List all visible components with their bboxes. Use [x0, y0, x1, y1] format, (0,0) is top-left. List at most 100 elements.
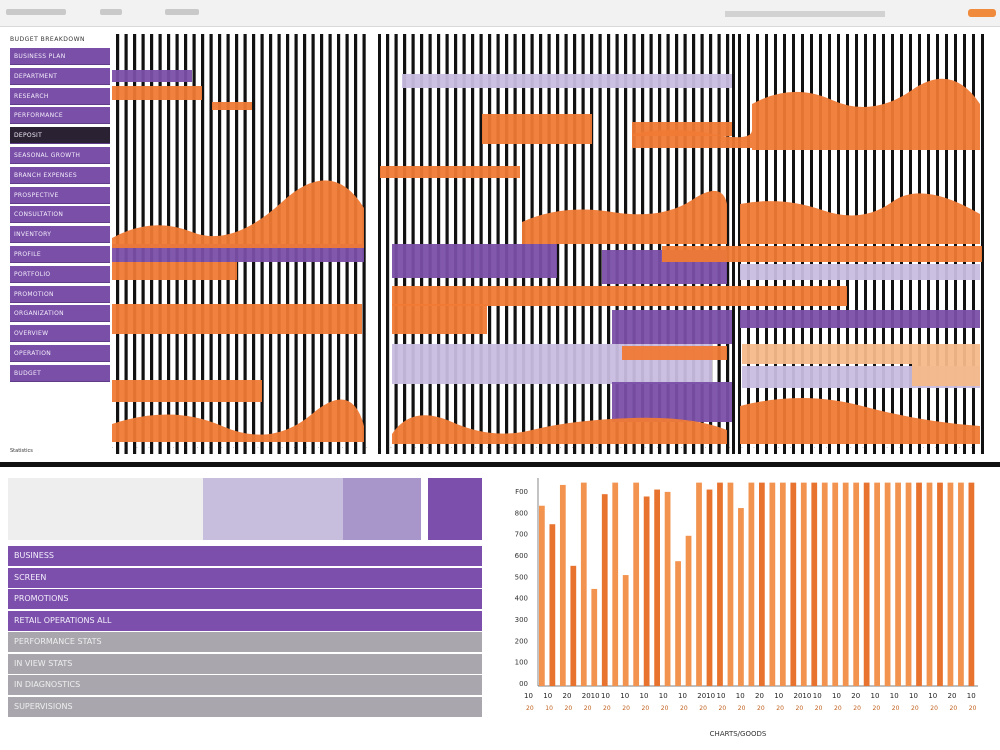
- sidebar-item[interactable]: PORTFOLIO: [10, 265, 110, 283]
- x-tick-label: 10: [967, 692, 976, 700]
- x-tick-label: 20: [776, 705, 784, 712]
- category-row[interactable]: PROMOTIONS: [8, 589, 482, 609]
- sidebar-item[interactable]: DEPOSIT: [10, 127, 110, 145]
- x-tick-label: 20: [680, 705, 688, 712]
- data-area: [112, 399, 364, 442]
- x-tick-mark: ·: [487, 446, 489, 451]
- sidebar-item[interactable]: BUSINESS PLAN: [10, 48, 110, 65]
- x-tick-mark: ·: [886, 446, 888, 451]
- x-tick-mark: ·: [934, 446, 937, 451]
- x-tick-mark: ·: [305, 446, 308, 451]
- chart-stripe: [362, 34, 366, 454]
- sidebar-item[interactable]: PROSPECTIVE: [10, 186, 110, 204]
- data-band: [912, 364, 980, 386]
- bar: [958, 482, 964, 686]
- category-row[interactable]: SCREEN: [8, 567, 482, 588]
- x-tick-mark: ·: [813, 446, 816, 451]
- y-tick-label: 600: [515, 552, 528, 560]
- bar: [601, 494, 608, 686]
- x-tick-label: 2010: [582, 692, 600, 700]
- category-row[interactable]: BUSINESS: [8, 546, 482, 566]
- sidebar-item[interactable]: BRANCH EXPENSES: [10, 166, 110, 184]
- x-tick-mark: ·: [971, 446, 973, 451]
- toolbar-search-input[interactable]: [725, 11, 885, 17]
- sidebar-item[interactable]: DEPARTMENT: [10, 67, 110, 85]
- x-tick-mark: ·: [946, 446, 949, 451]
- x-tick-mark: ·: [825, 446, 828, 451]
- bar: [790, 482, 797, 686]
- x-tick-label: 10: [736, 692, 745, 700]
- x-tick-mark: ·: [656, 446, 658, 451]
- sidebar-item[interactable]: OPERATION: [10, 345, 110, 362]
- data-area: [752, 78, 980, 150]
- bar: [853, 482, 860, 686]
- sidebar-item[interactable]: RESEARCH: [10, 87, 110, 105]
- panel-divider: [378, 34, 381, 454]
- bar: [779, 482, 786, 686]
- x-tick-mark: ·: [753, 446, 755, 451]
- data-band: [392, 304, 487, 334]
- bar: [769, 482, 776, 686]
- x-tick-label: 20: [642, 705, 650, 712]
- lower-left-panel: BUSINESS SCREEN PROMOTIONS RETAIL OPERATION…: [8, 478, 484, 718]
- data-band: [392, 286, 847, 306]
- x-tick-mark: ·: [184, 446, 187, 451]
- bar: [759, 482, 765, 686]
- category-row[interactable]: PERFORMANCE STATS: [8, 632, 482, 652]
- bar: [926, 482, 933, 686]
- data-band: [740, 310, 980, 328]
- x-tick-label: 20: [661, 705, 669, 712]
- data-area: [740, 398, 980, 444]
- bar: [633, 482, 640, 686]
- sidebar-item[interactable]: OVERVIEW: [10, 325, 110, 343]
- x-tick-label: 20: [622, 705, 630, 712]
- panel-divider: [732, 34, 735, 454]
- sidebar-item[interactable]: BUDGET: [10, 364, 110, 382]
- x-tick-mark: ·: [620, 446, 622, 451]
- sidebar-item[interactable]: ORGANIZATION: [10, 305, 110, 323]
- data-band: [622, 346, 727, 360]
- x-tick-mark: ·: [317, 446, 320, 451]
- category-row[interactable]: RETAIL OPERATIONS ALL: [8, 610, 482, 631]
- data-band: [612, 310, 732, 344]
- data-area: [632, 130, 752, 148]
- x-tick-mark: ·: [874, 446, 876, 451]
- bar: [717, 482, 723, 686]
- y-tick-label: 300: [515, 616, 528, 624]
- x-tick-mark: ·: [789, 446, 792, 451]
- category-row[interactable]: IN VIEW STATS: [8, 653, 482, 674]
- sidebar-item[interactable]: SEASONAL GROWTH: [10, 147, 110, 164]
- bar: [884, 482, 891, 686]
- category-row[interactable]: SUPERVISIONS: [8, 696, 482, 717]
- x-tick-label: 20: [911, 705, 919, 712]
- toolbar-accent-button[interactable]: [968, 9, 996, 17]
- sidebar-item[interactable]: PROMOTION: [10, 285, 110, 303]
- summary-block: [343, 478, 421, 540]
- upper-dashboard: BUDGET BREAKDOWN BUSINESS PLAN DEPARTMENT…: [8, 30, 994, 460]
- data-band: [112, 262, 237, 280]
- sidebar-item[interactable]: CONSULTATION: [10, 206, 110, 224]
- data-band: [112, 304, 362, 334]
- x-tick-mark: ·: [898, 446, 900, 451]
- sidebar-item[interactable]: INVENTORY: [10, 226, 110, 244]
- bar: [654, 489, 660, 686]
- bar: [874, 482, 880, 686]
- x-tick-label: 20: [755, 692, 764, 700]
- data-band: [392, 244, 557, 278]
- sidebar-item[interactable]: PROFILE: [10, 246, 110, 263]
- x-tick-mark: ·: [136, 446, 138, 451]
- section-divider: [0, 462, 1000, 467]
- bar: [664, 491, 671, 686]
- x-tick-mark: ·: [596, 446, 598, 451]
- bar: [968, 482, 975, 686]
- x-tick-mark: ·: [462, 446, 465, 451]
- x-tick-mark: ·: [269, 446, 271, 451]
- category-row[interactable]: IN DIAGNOSTICS: [8, 675, 482, 695]
- x-tick-mark: ·: [729, 446, 731, 451]
- x-tick-label: 20: [699, 705, 707, 712]
- bar: [811, 482, 818, 686]
- sidebar-item[interactable]: PERFORMANCE: [10, 107, 110, 125]
- x-tick-mark: ·: [402, 446, 404, 451]
- bar: [706, 489, 713, 686]
